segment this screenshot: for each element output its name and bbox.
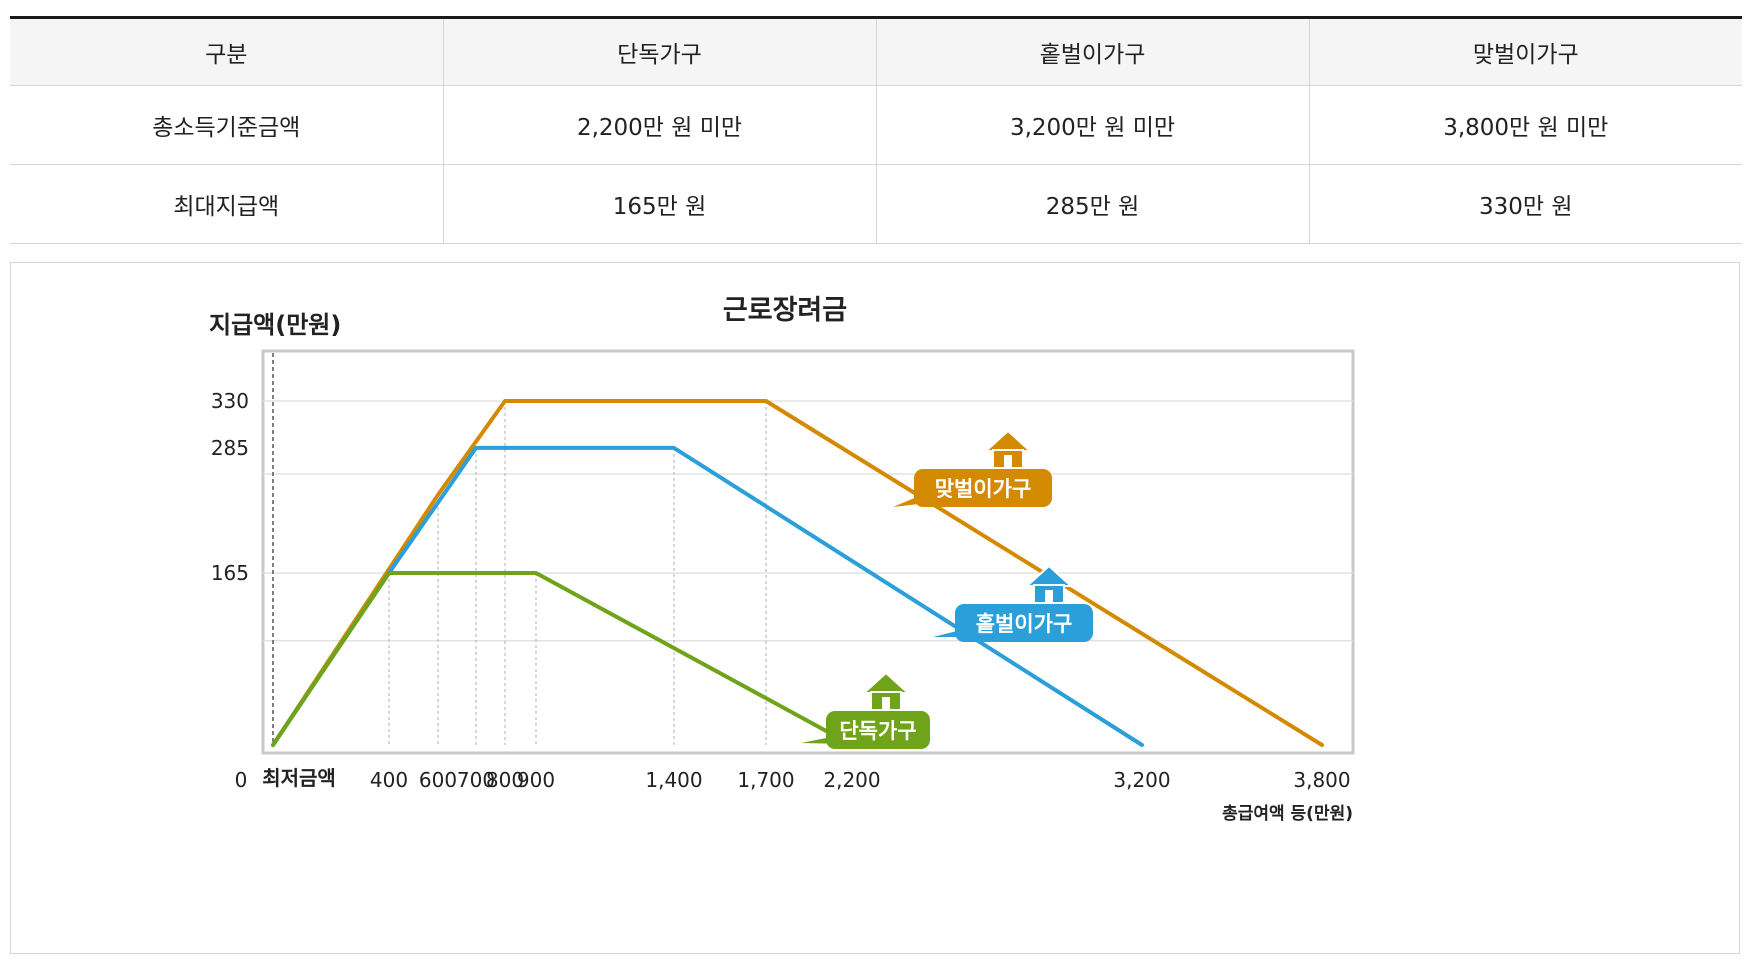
table-cell: 165만 원 (443, 164, 877, 244)
table-cell: 3,800만 원 미만 (1309, 85, 1742, 165)
eitc-info-table: 구분 단독가구 홑벌이가구 맞벌이가구 총소득기준금액 2,200만 원 미만 … (10, 16, 1742, 244)
table-cell: 2,200만 원 미만 (443, 85, 877, 165)
table-cell: 최대지급액 (10, 164, 444, 244)
house-icon (882, 697, 890, 710)
table-cell: 총소득기준금액 (10, 85, 444, 165)
x-axis-label: 총급여액 등(만원) (1222, 804, 1353, 824)
house-icon (1004, 455, 1012, 468)
table-header-single-earner: 홑벌이가구 (876, 17, 1310, 86)
legend-label: 홑벌이가구 (976, 612, 1073, 636)
callout-box (914, 469, 1052, 507)
x-tick-label: 1,700 (737, 768, 794, 792)
table-cell: 3,200만 원 미만 (876, 85, 1310, 165)
table-row: 최대지급액 165만 원 285만 원 330만 원 (10, 164, 1742, 244)
table-header-dual-earner: 맞벌이가구 (1309, 17, 1742, 86)
x-tick-label: 800 (486, 768, 524, 792)
x-tick-label: 700 (457, 768, 495, 792)
x-tick-label: 3,200 (1113, 768, 1170, 792)
x-tick-label: 1,400 (645, 768, 702, 792)
series-line (271, 399, 1324, 747)
table-cell: 330만 원 (1309, 164, 1742, 244)
legend-label: 단독가구 (839, 719, 916, 743)
x-tick-label: 900 (517, 768, 555, 792)
origin-label: 0 (235, 768, 248, 792)
x-tick-label: 600 (419, 768, 457, 792)
chart-container: 165 285 330 400 600 700 800 900 1,400 1,700 2,200 3… (10, 262, 1740, 954)
house-icon (1024, 564, 1074, 587)
series-line (271, 571, 854, 747)
table-cell: 285만 원 (876, 164, 1310, 244)
x-tick-label: 400 (370, 768, 408, 792)
x-tick-label: 3,800 (1293, 768, 1350, 792)
x-tick-label: 2,200 (823, 768, 880, 792)
house-icon (861, 671, 911, 694)
table-header-category: 구분 (10, 17, 444, 86)
house-icon (983, 429, 1033, 452)
legend-label: 맞벌이가구 (935, 477, 1032, 501)
chart-title: 근로장려금 (723, 295, 847, 326)
table-header-single: 단독가구 (443, 17, 877, 86)
table-row: 총소득기준금액 2,200만 원 미만 3,200만 원 미만 3,800만 원… (10, 85, 1742, 165)
y-tick-label: 330 (211, 389, 249, 413)
house-icon (1045, 590, 1053, 603)
min-amount-label: 최저금액 (262, 766, 336, 790)
table-header-row: 구분 단독가구 홑벌이가구 맞벌이가구 (10, 17, 1742, 86)
y-axis-label: 지급액(만원) (209, 311, 341, 339)
callout-box (826, 711, 930, 749)
callout-box (955, 604, 1093, 642)
y-tick-label: 285 (211, 436, 249, 460)
y-tick-label: 165 (211, 561, 249, 585)
plot-frame (261, 349, 1355, 755)
